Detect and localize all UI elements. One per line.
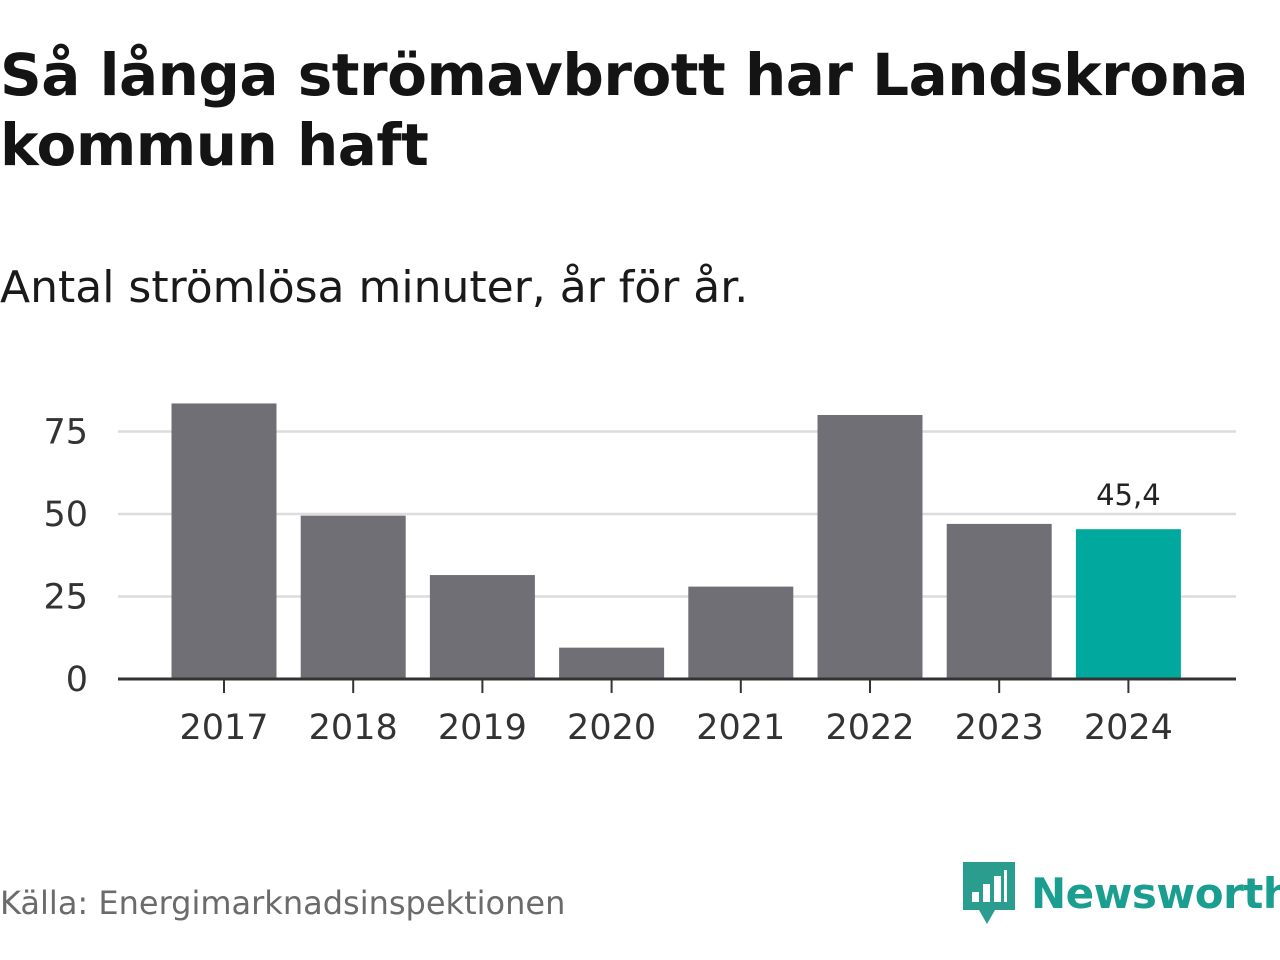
bar-2017 — [171, 403, 277, 679]
x-tick-label: 2022 — [825, 708, 914, 748]
bar-chart: 0 25 50 75 2017 2018 2019 2020 2021 2022 2023 2024 4… — [43, 403, 1236, 748]
y-tick-label: 25 — [43, 578, 88, 618]
bar-2019 — [429, 575, 535, 679]
bar-2020 — [559, 647, 665, 679]
x-tick-label: 2021 — [696, 708, 785, 748]
bar-2022 — [817, 415, 923, 679]
brand-name: Newsworthy — [1031, 868, 1280, 918]
x-tick-label: 2019 — [438, 708, 527, 748]
x-tick-label: 2017 — [179, 708, 268, 748]
bar-2018 — [300, 515, 406, 679]
bar-2023 — [946, 523, 1052, 679]
x-tick-label: 2024 — [1084, 708, 1173, 748]
bar-2021 — [688, 586, 794, 679]
x-tick-label: 2018 — [309, 708, 398, 748]
y-tick-label: 50 — [43, 495, 88, 535]
data-label-2024: 45,4 — [1096, 478, 1161, 512]
chart-subtitle: Antal strömlösa minuter, år för år. — [0, 262, 749, 313]
chart-title: Så långa strömavbrott har Landskrona kom… — [0, 41, 1249, 179]
x-tick-label: 2020 — [567, 708, 656, 748]
y-tick-label: 75 — [43, 413, 88, 453]
y-tick-label: 0 — [66, 660, 88, 700]
source-note: Källa: Energimarknadsinspektionen — [0, 884, 566, 922]
bar-2024 — [1075, 529, 1181, 679]
brand-logo: Newsworthy — [963, 862, 1280, 924]
x-tick-label: 2023 — [955, 708, 1044, 748]
newsworthy-logo-icon — [963, 862, 1015, 924]
